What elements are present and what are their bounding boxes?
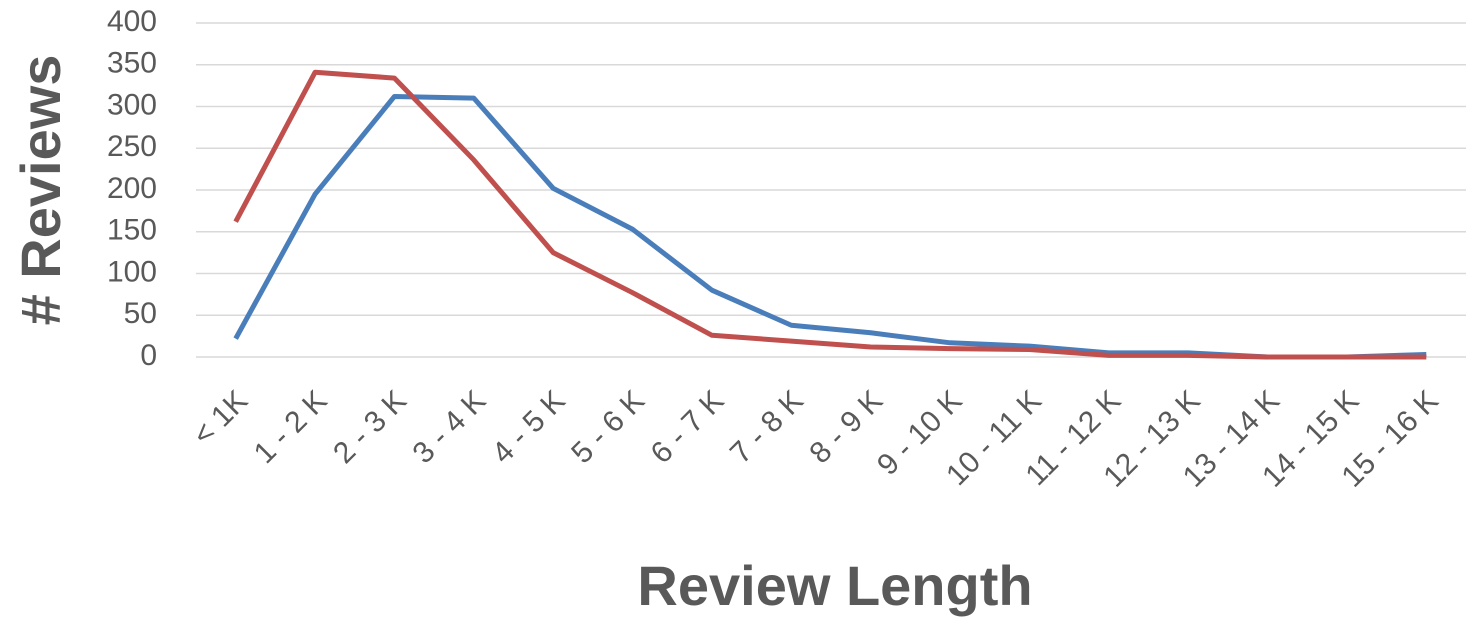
x-tick-label: 7 - 8 K: [724, 384, 810, 470]
y-tick-label: 100: [107, 255, 157, 288]
y-tick-label: 0: [140, 339, 157, 372]
y-tick-label: 400: [107, 5, 157, 38]
series-line: [233, 69, 1427, 360]
x-tick-label: 6 - 7 K: [645, 384, 731, 470]
y-axis-title: # Reviews: [9, 55, 72, 326]
y-tick-label: 200: [107, 172, 157, 205]
y-tick-label: 350: [107, 47, 157, 80]
series-line: [233, 93, 1427, 360]
x-tick-label: 2 - 3 K: [327, 384, 413, 470]
x-tick-label: 1 - 2 K: [248, 384, 334, 470]
x-axis-title: Review Length: [637, 554, 1032, 617]
x-tick-label: < 1K: [187, 384, 255, 452]
y-tick-label: 50: [124, 297, 157, 330]
y-tick-label: 250: [107, 130, 157, 163]
y-tick-label: 300: [107, 88, 157, 121]
y-tick-label: 150: [107, 214, 157, 247]
x-tick-label: 4 - 5 K: [486, 384, 572, 470]
x-tick-label: 5 - 6 K: [565, 384, 651, 470]
x-tick-label: 3 - 4 K: [407, 384, 493, 470]
